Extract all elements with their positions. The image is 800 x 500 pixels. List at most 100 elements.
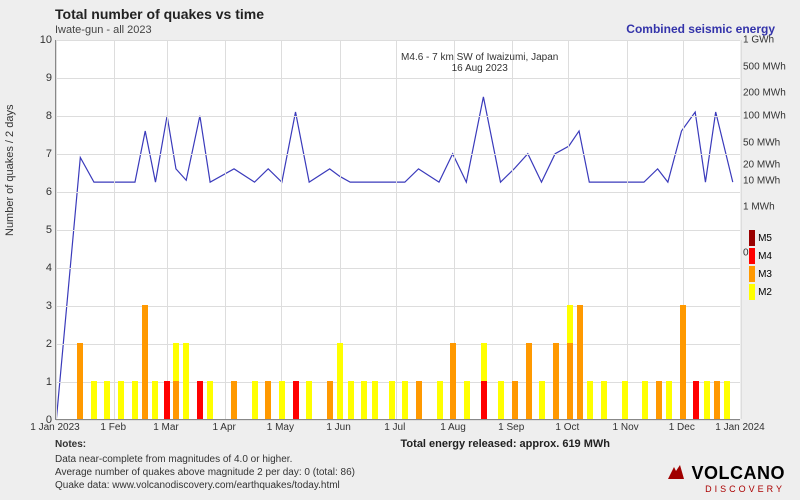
legend-item: M5 bbox=[749, 230, 772, 246]
quake-bar bbox=[91, 381, 97, 419]
bar-segment bbox=[77, 343, 83, 419]
quake-bar bbox=[666, 381, 672, 419]
bar-segment bbox=[464, 381, 470, 419]
quake-bar bbox=[327, 381, 333, 419]
legend-swatch bbox=[749, 248, 755, 264]
bar-segment bbox=[118, 381, 124, 419]
quake-bar bbox=[450, 343, 456, 419]
bar-segment bbox=[693, 381, 699, 419]
xtick-label: 1 Jul bbox=[384, 422, 405, 433]
ytick-label: 8 bbox=[46, 110, 52, 122]
xtick-label: 1 Apr bbox=[213, 422, 236, 433]
bar-segment bbox=[481, 343, 487, 381]
xtick-label: 1 Oct bbox=[555, 422, 579, 433]
quake-bar bbox=[306, 381, 312, 419]
magnitude-legend: M5M4M3M2 bbox=[749, 230, 772, 302]
xtick-label: 1 Feb bbox=[100, 422, 126, 433]
bar-segment bbox=[498, 381, 504, 419]
quake-bar bbox=[416, 381, 422, 419]
chart-title: Total number of quakes vs time bbox=[55, 6, 264, 22]
notes-line: Quake data: www.volcanodiscovery.com/ear… bbox=[55, 479, 355, 492]
quake-bar bbox=[704, 381, 710, 419]
xtick-label: 1 Dec bbox=[669, 422, 695, 433]
grid-line bbox=[741, 40, 742, 419]
plot-area bbox=[55, 40, 740, 420]
quake-bar bbox=[142, 305, 148, 419]
legend-item: M2 bbox=[749, 284, 772, 300]
quake-bar bbox=[622, 381, 628, 419]
bar-segment bbox=[348, 381, 354, 419]
legend-swatch bbox=[749, 230, 755, 246]
bar-segment bbox=[293, 381, 299, 419]
bar-segment bbox=[437, 381, 443, 419]
bar-segment bbox=[567, 305, 573, 343]
bar-segment bbox=[142, 305, 148, 419]
xtick-label: 1 May bbox=[267, 422, 294, 433]
grid-line bbox=[56, 268, 740, 269]
grid-line bbox=[627, 40, 628, 419]
bar-segment bbox=[704, 381, 710, 419]
quake-bar bbox=[164, 381, 170, 419]
bar-segment bbox=[361, 381, 367, 419]
quake-bar bbox=[372, 381, 378, 419]
grid-line bbox=[56, 40, 740, 41]
y2tick-label: 20 MWh bbox=[743, 160, 780, 171]
y-axis-label: Number of quakes / 2 days bbox=[4, 105, 16, 236]
bar-segment bbox=[622, 381, 628, 419]
grid-line bbox=[56, 230, 740, 231]
quake-bar bbox=[567, 305, 573, 419]
y2tick-label: 100 MWh bbox=[743, 111, 786, 122]
grid-line bbox=[56, 40, 57, 419]
ytick-label: 4 bbox=[46, 262, 52, 274]
y2tick-label: 200 MWh bbox=[743, 88, 786, 99]
quake-bar bbox=[279, 381, 285, 419]
grid-line bbox=[56, 192, 740, 193]
bar-segment bbox=[197, 381, 203, 419]
bar-segment bbox=[450, 343, 456, 419]
bar-segment bbox=[279, 381, 285, 419]
bar-segment bbox=[173, 343, 179, 381]
grid-line bbox=[56, 306, 740, 307]
bar-segment bbox=[337, 343, 343, 419]
grid-line bbox=[225, 40, 226, 419]
grid-line bbox=[167, 40, 168, 419]
peak-annotation: M4.6 - 7 km SW of Iwaizumi, Japan16 Aug … bbox=[401, 52, 558, 74]
ytick-label: 5 bbox=[46, 224, 52, 236]
volcano-icon bbox=[666, 463, 686, 481]
bar-segment bbox=[567, 343, 573, 419]
total-energy-text: Total energy released: approx. 619 MWh bbox=[401, 438, 610, 450]
legend-swatch bbox=[749, 266, 755, 282]
quake-bar bbox=[389, 381, 395, 419]
chart-subtitle: Iwate-gun - all 2023 bbox=[55, 24, 152, 36]
grid-line bbox=[114, 40, 115, 419]
quake-bar bbox=[348, 381, 354, 419]
bar-segment bbox=[656, 381, 662, 419]
grid-line bbox=[512, 40, 513, 419]
legend-label: M2 bbox=[758, 287, 772, 298]
bar-segment bbox=[642, 381, 648, 419]
grid-line bbox=[56, 154, 740, 155]
quake-bar bbox=[498, 381, 504, 419]
quake-bar bbox=[152, 381, 158, 419]
xtick-label: 1 Jan 2023 bbox=[30, 422, 80, 433]
y2tick-label: 10 MWh bbox=[743, 175, 780, 186]
grid-line bbox=[56, 344, 740, 345]
bar-segment bbox=[173, 381, 179, 419]
bar-segment bbox=[91, 381, 97, 419]
bar-segment bbox=[601, 381, 607, 419]
bar-segment bbox=[183, 343, 189, 419]
grid-line bbox=[396, 40, 397, 419]
xtick-label: 1 Nov bbox=[613, 422, 639, 433]
bar-segment bbox=[526, 343, 532, 419]
xtick-label: 1 Jun bbox=[326, 422, 350, 433]
grid-line bbox=[56, 78, 740, 79]
volcano-discovery-logo: VOLCANO DISCOVERY bbox=[666, 463, 785, 494]
bar-segment bbox=[306, 381, 312, 419]
bar-segment bbox=[252, 381, 258, 419]
legend-swatch bbox=[749, 284, 755, 300]
bar-segment bbox=[553, 343, 559, 419]
bar-segment bbox=[402, 381, 408, 419]
quake-bar bbox=[132, 381, 138, 419]
bar-segment bbox=[132, 381, 138, 419]
notes-line: Data near-complete from magnitudes of 4.… bbox=[55, 453, 355, 466]
